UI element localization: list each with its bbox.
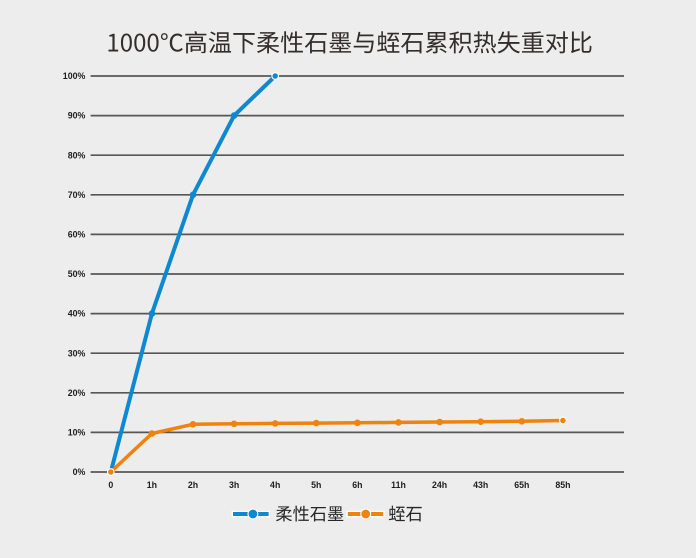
- svg-text:90%: 90%: [68, 111, 86, 121]
- svg-text:40%: 40%: [68, 309, 86, 319]
- svg-text:60%: 60%: [68, 230, 86, 240]
- svg-text:30%: 30%: [68, 348, 86, 358]
- svg-text:0: 0: [108, 480, 113, 490]
- svg-text:10%: 10%: [68, 428, 86, 438]
- svg-text:100%: 100%: [63, 71, 86, 81]
- svg-text:85h: 85h: [555, 480, 570, 490]
- svg-text:11h: 11h: [391, 480, 406, 490]
- svg-text:2h: 2h: [188, 480, 198, 490]
- svg-text:20%: 20%: [68, 388, 86, 398]
- svg-text:3h: 3h: [229, 480, 239, 490]
- svg-text:5h: 5h: [311, 480, 321, 490]
- svg-text:65h: 65h: [514, 480, 529, 490]
- svg-text:43h: 43h: [473, 480, 488, 490]
- svg-text:70%: 70%: [68, 190, 86, 200]
- svg-text:4h: 4h: [270, 480, 280, 490]
- svg-text:50%: 50%: [68, 269, 86, 279]
- svg-text:6h: 6h: [352, 480, 362, 490]
- svg-text:1h: 1h: [147, 480, 157, 490]
- svg-text:80%: 80%: [68, 150, 86, 160]
- svg-text:0%: 0%: [73, 467, 86, 477]
- svg-text:24h: 24h: [432, 480, 447, 490]
